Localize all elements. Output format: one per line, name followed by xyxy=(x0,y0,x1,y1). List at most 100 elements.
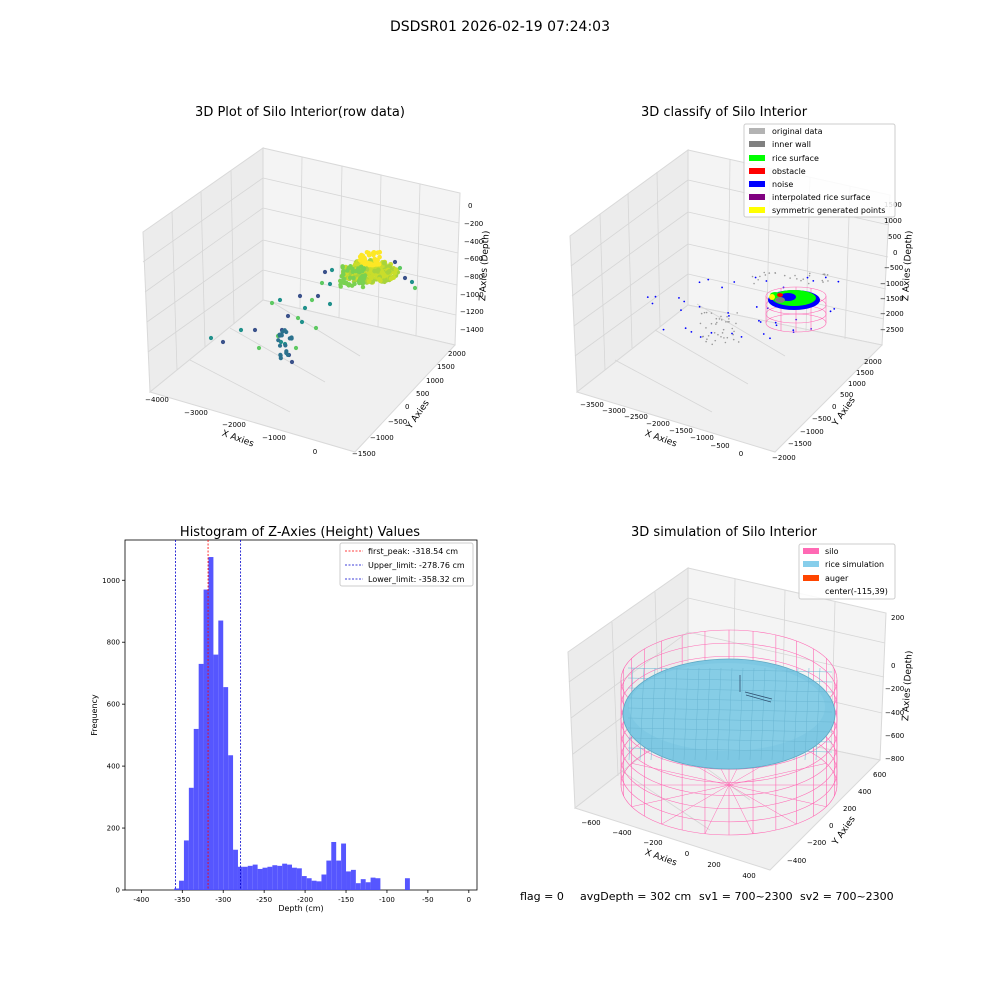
rice-mesh xyxy=(627,667,833,761)
data-point xyxy=(385,269,391,275)
original-point xyxy=(796,278,798,280)
noise-point xyxy=(829,310,832,313)
y-tick-label: 600 xyxy=(873,771,886,779)
original-point xyxy=(717,333,719,336)
y-tick-label: 500 xyxy=(840,391,853,399)
y-tick-label: 800 xyxy=(107,639,120,647)
histogram-bar xyxy=(350,869,356,890)
legend-swatch xyxy=(803,561,819,567)
noise-point xyxy=(765,280,768,282)
avg-depth-text: avgDepth = 302 cm xyxy=(580,890,691,903)
data-point xyxy=(295,315,301,321)
x-tick-label: -50 xyxy=(422,896,433,904)
legend-swatch xyxy=(749,207,765,213)
rice-surface-top xyxy=(629,663,825,751)
y-tick-label: 1000 xyxy=(102,577,120,585)
silo-floor-spoke xyxy=(728,763,827,786)
histogram-bar xyxy=(301,876,307,890)
data-point xyxy=(309,297,315,303)
z-axis-label: Z Axies (Depth) xyxy=(901,650,915,721)
data-point xyxy=(372,262,377,268)
data-point xyxy=(327,301,333,307)
noise-point xyxy=(837,280,840,283)
original-point xyxy=(703,311,706,314)
data-point xyxy=(376,277,382,282)
noise-point xyxy=(678,297,680,299)
data-point xyxy=(313,325,319,331)
x-tick-label: −400 xyxy=(612,829,631,837)
histogram-bar xyxy=(365,882,371,890)
y-tick-label: 400 xyxy=(858,788,871,796)
rice-mesh-line xyxy=(727,667,733,761)
original-point xyxy=(714,339,717,342)
legend-label: interpolated rice surface xyxy=(772,193,870,202)
x-tick-label: 0 xyxy=(739,450,743,458)
noise-point xyxy=(769,337,771,340)
data-point xyxy=(327,281,333,287)
histogram-bar xyxy=(179,880,184,890)
data-point xyxy=(289,359,295,365)
data-point xyxy=(341,272,346,277)
legend-label: Upper_limit: -278.76 cm xyxy=(368,561,465,570)
noise-point xyxy=(680,309,682,312)
rice-mesh-line xyxy=(694,667,700,761)
noise-point xyxy=(731,332,733,335)
original-point xyxy=(732,333,734,336)
original-point xyxy=(808,272,811,275)
histogram-title: Histogram of Z-Axies (Height) Values xyxy=(180,525,420,540)
silo-floor-spoke xyxy=(728,784,827,807)
x-tick-label: 0 xyxy=(685,850,689,858)
y-tick-label: 0 xyxy=(829,822,833,830)
legend-frame xyxy=(339,542,474,587)
histogram-bar xyxy=(223,687,229,890)
data-point xyxy=(276,338,281,343)
z-tick-label: −200 xyxy=(464,220,483,228)
y-axis-label: Y Axies xyxy=(830,814,858,847)
original-point xyxy=(721,332,724,334)
z-tick-label: −600 xyxy=(885,732,904,740)
original-point xyxy=(826,274,829,276)
z-tick-label: −1000 xyxy=(880,280,904,288)
original-point xyxy=(823,273,826,276)
noise-point xyxy=(806,276,809,279)
x-axis-label: X Axies xyxy=(220,429,255,450)
x-tick-label: -350 xyxy=(174,896,190,904)
data-point xyxy=(346,282,352,287)
original-point xyxy=(731,327,734,330)
data-point xyxy=(366,279,372,284)
noise-point xyxy=(721,286,723,289)
x-tick-label: −3000 xyxy=(184,409,208,417)
legend-classify: original data inner wall rice surface ob… xyxy=(743,123,896,218)
x-tick-label: −2500 xyxy=(624,413,648,421)
noise-point xyxy=(733,281,736,283)
silo-floor-spoke xyxy=(728,784,797,825)
data-point xyxy=(277,297,283,303)
histogram-bar xyxy=(287,864,292,890)
x-tick-label: -100 xyxy=(379,896,395,904)
panel-simulation: 3D simulation of Silo Interior xyxy=(567,525,915,880)
original-point xyxy=(700,312,703,315)
rice-mesh-line xyxy=(738,667,744,761)
rice-mesh-line xyxy=(760,667,766,761)
z-tick-label: 0 xyxy=(891,662,895,670)
rice-mesh-line xyxy=(749,667,755,761)
legend-label: obstacle xyxy=(772,167,806,176)
x-tick-label: -300 xyxy=(215,896,231,904)
x-tick-label: -250 xyxy=(256,896,272,904)
data-point xyxy=(341,276,347,282)
data-point xyxy=(285,352,290,357)
y-tick-label: 2000 xyxy=(448,350,466,358)
data-point xyxy=(362,262,368,268)
panel-classify-title: 3D classify of Silo Interior xyxy=(641,105,808,120)
y-tick-label: 1000 xyxy=(848,380,866,388)
y-tick-label: −500 xyxy=(812,415,831,423)
rice-mesh-line xyxy=(627,707,833,713)
data-point xyxy=(269,300,275,306)
legend-frame xyxy=(743,123,896,218)
x-tick-label: −600 xyxy=(581,819,600,827)
rice-mesh-line xyxy=(683,667,689,761)
noise-point xyxy=(759,321,762,323)
data-point xyxy=(338,282,343,288)
data-point xyxy=(357,280,362,286)
histogram-bar xyxy=(282,863,288,890)
